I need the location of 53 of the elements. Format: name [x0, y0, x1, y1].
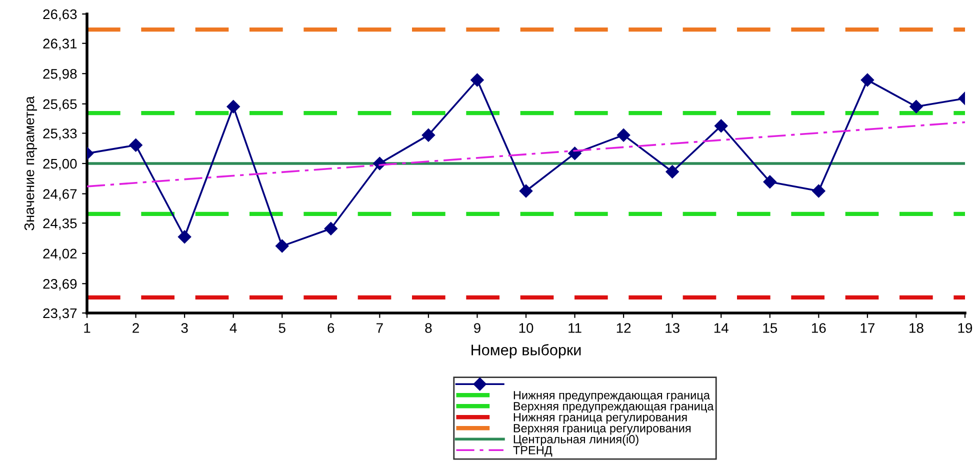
y-tick-label: 26,31 [43, 38, 77, 50]
x-tick-label: 2 [132, 323, 139, 333]
legend-label: Центральная линия(i0) [514, 434, 638, 446]
x-axis-title: Номер выборки [472, 344, 581, 358]
point [470, 73, 484, 87]
y-tick-label: 25,65 [43, 99, 77, 111]
x-tick-label: 5 [278, 323, 286, 333]
x-tick-label: 18 [910, 323, 924, 333]
y-tick-label: 23,37 [43, 308, 77, 320]
point [714, 119, 728, 132]
x-tick-label: 15 [763, 323, 778, 333]
point [860, 73, 874, 87]
point [178, 230, 192, 244]
point [666, 165, 679, 178]
y-tick-label: 25,00 [43, 158, 77, 170]
x-tick-label: 9 [474, 323, 480, 333]
point [422, 128, 436, 142]
x-tick-label: 12 [616, 323, 631, 333]
point [763, 175, 776, 188]
point [226, 100, 240, 114]
point [616, 128, 630, 142]
y-tick-label: 24,67 [43, 189, 77, 201]
point [324, 222, 338, 236]
x-tick-label: 13 [666, 323, 680, 333]
legend-label: Нижняя предупреждающая граница [514, 391, 710, 402]
legend-label: Нижняя граница регулирования [514, 413, 687, 424]
y-tick-label: 23,69 [43, 278, 77, 290]
point [812, 184, 826, 198]
x-tick-label: 17 [860, 323, 874, 333]
point [910, 100, 923, 114]
x-tick-label: 3 [181, 323, 188, 333]
x-tick-label: 10 [519, 323, 534, 333]
point [129, 138, 142, 152]
x-tick-label: 14 [714, 323, 728, 333]
y-tick-label: 26,63 [43, 9, 77, 21]
y-tick-label: 24,35 [43, 218, 77, 230]
point [276, 239, 289, 253]
point [519, 184, 533, 198]
x-tick-label: 11 [568, 323, 582, 333]
y-axis-title: Значение параметра [24, 96, 37, 230]
legend-label: Верхняя граница регулирования [514, 424, 691, 435]
x-tick-label: 16 [812, 323, 826, 333]
x-tick-label: 1 [84, 323, 90, 333]
y-tick-label: 25,98 [43, 68, 77, 80]
y-tick-label: 24,02 [43, 248, 77, 260]
x-tick-label: 7 [376, 323, 383, 333]
x-tick-label: 19 [958, 323, 972, 333]
legend-label: ТРЕНД [513, 446, 552, 457]
y-tick-label: 25,33 [43, 128, 77, 140]
x-tick-label: 4 [230, 323, 237, 333]
legend-label: Верхняя предупреждающая граница [514, 402, 714, 413]
x-tick-label: 8 [425, 323, 432, 333]
x-tick-label: 6 [328, 323, 334, 333]
